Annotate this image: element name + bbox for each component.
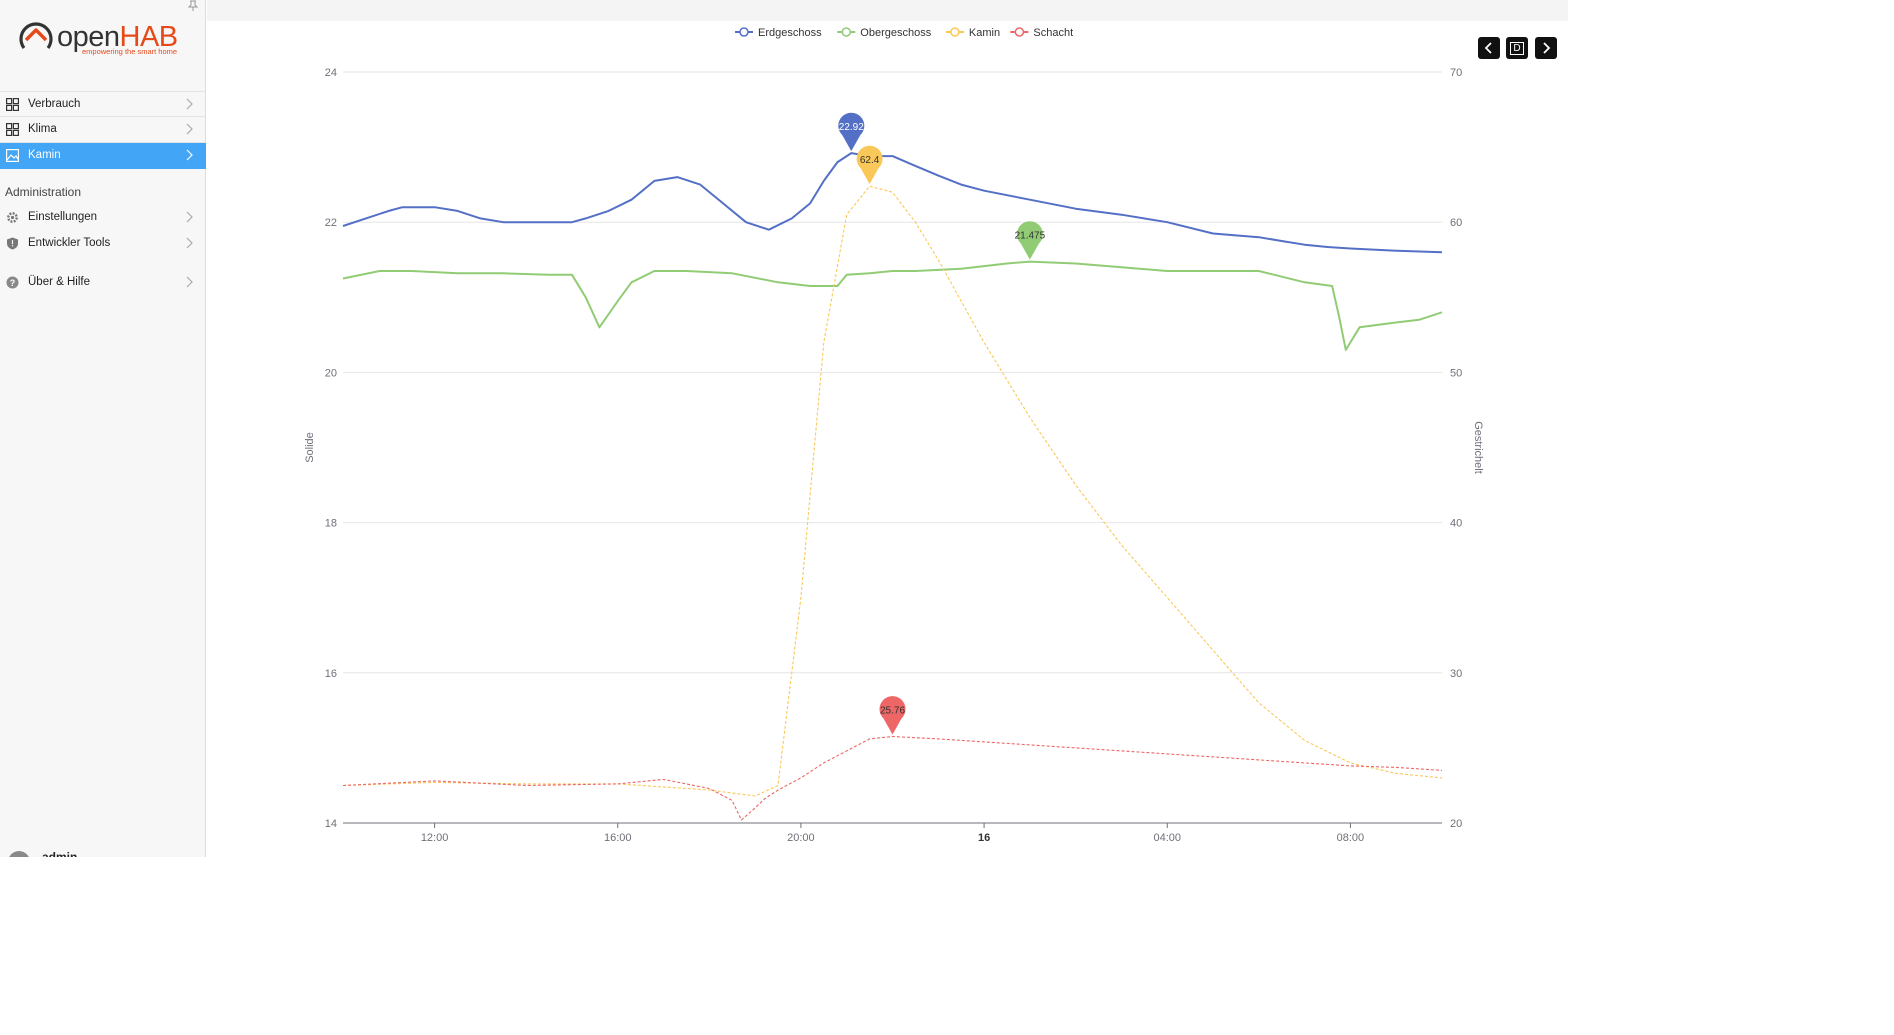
y-right-tick-label: 50	[1450, 367, 1462, 379]
y-left-tick-label: 14	[325, 818, 337, 830]
help-circle-icon: ?	[6, 276, 19, 289]
chevron-right-icon	[186, 237, 193, 249]
shield-icon	[7, 237, 18, 250]
help-menu: ? Über & Hilfe	[0, 270, 206, 296]
sidebar-item-label: Klima	[28, 123, 57, 135]
marker-pin	[838, 112, 865, 152]
chevron-right-icon	[1543, 42, 1551, 54]
administration-heading: Administration	[5, 185, 82, 199]
y-left-tick-label: 20	[325, 367, 337, 379]
marker-label: 62.4	[860, 155, 880, 166]
legend-symbol-dot	[739, 27, 749, 37]
chart-area: 14 16 18 20 22 24 20 30 40 50 60 70 12:00 16:00 20:00 1…	[207, 21, 1568, 857]
sidebar-item-label: Entwickler Tools	[28, 237, 111, 249]
sidebar-item-klima[interactable]: Klima	[0, 117, 206, 143]
svg-text:?: ?	[10, 278, 16, 288]
sidebar-item-ueber-hilfe[interactable]: ? Über & Hilfe	[0, 270, 206, 296]
chevron-right-icon	[186, 123, 193, 135]
user-name: admin	[42, 850, 78, 857]
sidebar-item-label: Einstellungen	[28, 211, 98, 223]
legend-symbol-dot	[1014, 27, 1025, 37]
admin-menu: Einstellungen Entwickler Tools	[0, 205, 206, 257]
previous-period-button[interactable]	[1478, 37, 1500, 59]
x-tick-label: 12:00	[421, 832, 449, 844]
legend-label: Obergeschoss	[860, 27, 931, 39]
avatar	[8, 851, 30, 857]
marker-label: 25.76	[880, 705, 905, 716]
user-area[interactable]: admin	[0, 844, 206, 857]
chevron-left-icon	[1484, 42, 1492, 54]
openhab-logo[interactable]: openHAB empowering the smart home	[17, 20, 197, 60]
y-left-axis-label: Solide	[304, 432, 316, 463]
sidebar-item-label: Verbrauch	[28, 98, 81, 110]
y-right-tick-label: 30	[1450, 668, 1462, 680]
series-line-kamin	[342, 185, 1443, 797]
legend-label: Erdgeschoss	[758, 27, 822, 39]
chevron-right-icon	[186, 149, 193, 161]
legend-label: Kamin	[969, 27, 1000, 39]
marker-label: 21.475	[1015, 231, 1046, 242]
legend-label: Schacht	[1033, 27, 1073, 39]
sidebar-item-entwickler-tools[interactable]: Entwickler Tools	[0, 231, 206, 257]
chevron-right-icon	[186, 98, 193, 110]
x-tick-label: 08:00	[1337, 832, 1365, 844]
next-period-button[interactable]	[1535, 37, 1557, 59]
y-left-tick-label: 22	[325, 217, 337, 229]
x-tick-label: 04:00	[1153, 832, 1181, 844]
period-label: D	[1510, 41, 1524, 55]
logo-wordmark: openHAB	[57, 21, 178, 53]
chevron-right-icon	[186, 276, 193, 288]
x-tick-label: 20:00	[787, 832, 815, 844]
marker-pin	[1016, 221, 1043, 260]
y-right-tick-label: 70	[1450, 67, 1462, 79]
chevron-right-icon	[186, 211, 193, 223]
x-tick-label: 16:00	[604, 832, 632, 844]
marker-pin	[879, 696, 906, 735]
marker-label: 22.92	[839, 122, 864, 133]
y-right-tick-label: 40	[1450, 518, 1462, 530]
main-menu: Verbrauch Klima Kamin	[0, 91, 206, 169]
period-button[interactable]: D	[1506, 37, 1528, 59]
dashboard-grid-icon	[6, 98, 19, 111]
legend-symbol-dot	[841, 27, 852, 37]
y-right-tick-label: 60	[1450, 217, 1462, 229]
line-chart[interactable]: 14 16 18 20 22 24 20 30 40 50 60 70 12:00 16:00 20:00 1…	[207, 21, 1568, 857]
marker-pin	[856, 145, 883, 185]
series-line-obergeschoss	[342, 260, 1443, 351]
chart-image-icon	[6, 149, 19, 162]
sidebar-item-verbrauch[interactable]: Verbrauch	[0, 91, 206, 117]
series-line-erdgeschoss	[342, 152, 1443, 254]
sidebar-item-label: Kamin	[28, 149, 61, 161]
top-bar	[207, 0, 1568, 21]
series-line-schacht	[342, 735, 1443, 821]
gear-icon	[7, 212, 18, 223]
x-tick-label: 16	[978, 832, 990, 844]
openhab-logo-icon	[19, 22, 53, 49]
logo-tagline: empowering the smart home	[82, 47, 178, 56]
y-right-axis-label: Gestrichelt	[1472, 421, 1484, 474]
legend-symbol-dot	[950, 27, 960, 37]
dashboard-grid-icon	[6, 123, 19, 136]
sidebar-item-label: Über & Hilfe	[28, 276, 90, 288]
sidebar-item-einstellungen[interactable]: Einstellungen	[0, 205, 206, 231]
pin-icon[interactable]	[187, 0, 199, 12]
y-right-tick-label: 20	[1450, 818, 1462, 830]
y-left-tick-label: 18	[325, 518, 337, 530]
sidebar: openHAB empowering the smart home Verbra…	[0, 0, 206, 857]
y-left-tick-label: 16	[325, 668, 337, 680]
y-left-tick-label: 24	[325, 67, 337, 79]
sidebar-item-kamin[interactable]: Kamin	[0, 143, 206, 169]
